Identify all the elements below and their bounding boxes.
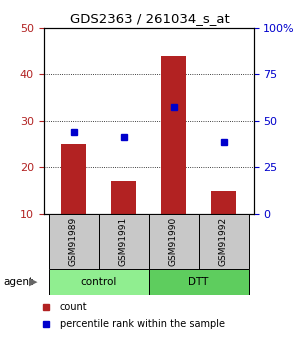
Text: control: control xyxy=(80,277,117,287)
Text: GSM91989: GSM91989 xyxy=(69,217,78,266)
FancyBboxPatch shape xyxy=(148,214,199,269)
FancyBboxPatch shape xyxy=(49,269,148,295)
Bar xyxy=(61,144,86,214)
Text: ▶: ▶ xyxy=(29,277,37,287)
Text: GSM91991: GSM91991 xyxy=(119,217,128,266)
FancyBboxPatch shape xyxy=(148,269,248,295)
Text: count: count xyxy=(60,302,87,312)
Bar xyxy=(111,181,136,214)
FancyBboxPatch shape xyxy=(49,214,98,269)
Bar xyxy=(161,56,186,214)
Text: GDS2363 / 261034_s_at: GDS2363 / 261034_s_at xyxy=(70,12,230,25)
Text: GSM91992: GSM91992 xyxy=(219,217,228,266)
Text: GSM91990: GSM91990 xyxy=(169,217,178,266)
FancyBboxPatch shape xyxy=(98,214,148,269)
Text: DTT: DTT xyxy=(188,277,209,287)
Text: agent: agent xyxy=(3,277,33,287)
Text: percentile rank within the sample: percentile rank within the sample xyxy=(60,319,225,329)
Bar xyxy=(211,190,236,214)
FancyBboxPatch shape xyxy=(199,214,248,269)
